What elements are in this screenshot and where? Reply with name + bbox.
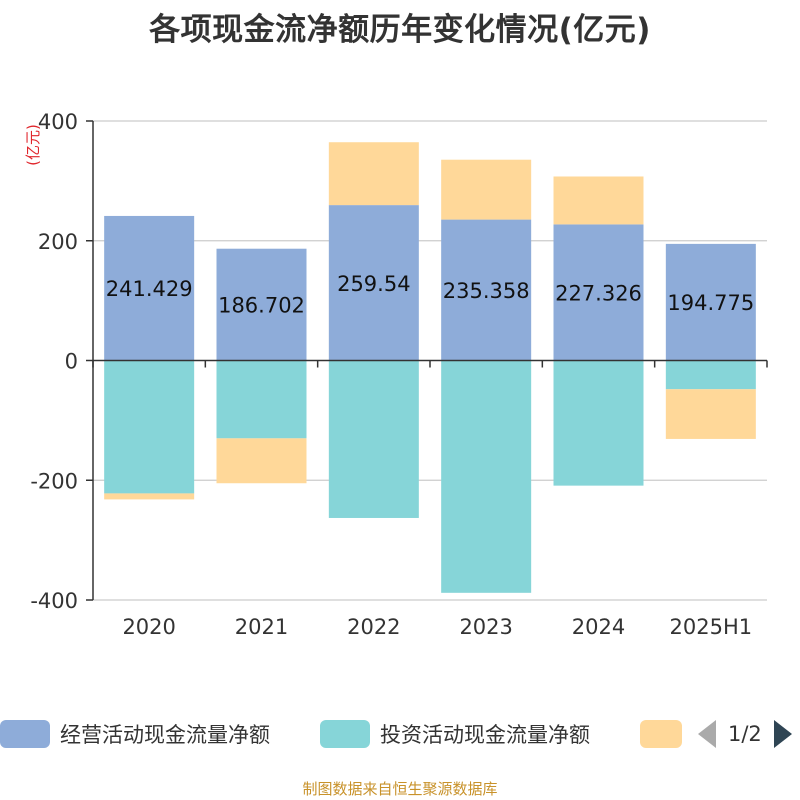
x-tick-label: 2021	[235, 615, 288, 639]
bar-chart: -400 -200 0 200 400(亿元) 241.429 186.702 259.54 2…	[24, 110, 768, 639]
data-label: 241.429	[106, 277, 193, 301]
bar-operating	[328, 205, 419, 361]
bar-investing	[553, 360, 644, 486]
legend-swatch-financing	[640, 720, 682, 748]
y-tick-label: -400	[30, 589, 78, 613]
y-tick-label: 400	[38, 110, 78, 134]
bar-investing	[104, 360, 195, 494]
legend-item-investing[interactable]: 投资活动现金流量净额	[320, 714, 590, 754]
legend-swatch-operating	[0, 720, 50, 748]
x-tick-label: 2022	[347, 615, 400, 639]
bar-financing	[553, 176, 644, 225]
pager-prev-icon[interactable]	[698, 720, 716, 748]
x-tick-label: 2023	[459, 615, 512, 639]
y-tick-label: 0	[65, 350, 78, 374]
bar-financing	[665, 389, 756, 439]
bar-operating	[665, 243, 756, 361]
bar-operating	[216, 248, 307, 361]
legend-item-financing[interactable]	[640, 714, 692, 754]
data-label: 194.775	[667, 291, 754, 315]
bar-operating	[553, 224, 644, 361]
chart-title: 各项现金流净额历年变化情况(亿元)	[149, 12, 651, 48]
x-tick-label: 2024	[572, 615, 625, 639]
bar-financing	[441, 159, 532, 220]
data-label: 186.702	[218, 294, 305, 318]
legend-item-operating[interactable]: 经营活动现金流量净额	[0, 714, 270, 754]
bar-financing	[104, 493, 195, 500]
legend: 经营活动现金流量净额 投资活动现金流量净额 1/2	[0, 714, 800, 754]
y-tick-label: 200	[38, 230, 78, 254]
legend-pager: 1/2	[698, 716, 792, 752]
y-axis-unit: (亿元)	[24, 124, 42, 166]
legend-swatch-investing	[320, 720, 370, 748]
legend-label-operating: 经营活动现金流量净额	[60, 723, 270, 747]
bar-investing	[441, 360, 532, 593]
pager-text: 1/2	[728, 722, 762, 746]
data-label: 227.326	[555, 281, 642, 305]
legend-label-investing: 投资活动现金流量净额	[380, 723, 590, 747]
x-tick-label: 2020	[122, 615, 175, 639]
pager-next-icon[interactable]	[773, 720, 792, 748]
data-label: 235.358	[443, 279, 530, 303]
bar-operating	[441, 219, 532, 361]
bar-financing	[216, 438, 307, 484]
y-tick-label: -200	[30, 469, 78, 493]
x-tick-label: 2025H1	[670, 615, 753, 639]
bar-investing	[328, 360, 419, 518]
bar-investing	[665, 360, 756, 390]
data-label: 259.54	[337, 272, 410, 296]
bar-operating	[104, 215, 195, 361]
source-note: 制图数据来自恒生聚源数据库	[302, 780, 498, 798]
bar-investing	[216, 360, 307, 439]
bar-financing	[328, 142, 419, 206]
